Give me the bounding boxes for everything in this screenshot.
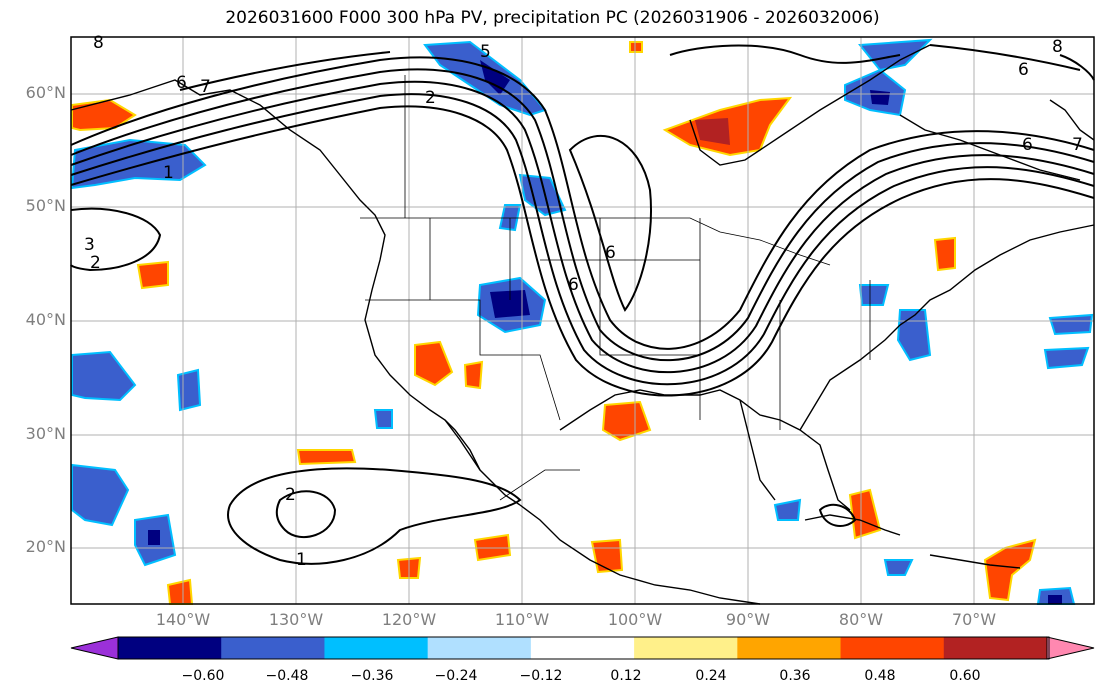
lon-label-90w: 90°W (725, 610, 771, 629)
lat-label-50n: 50°N (25, 196, 66, 215)
contour-label: 7 (1072, 135, 1083, 155)
coastlines (70, 44, 1095, 605)
lon-label-100w: 100°W (607, 610, 663, 629)
contour-label: 2 (285, 485, 296, 505)
contour-label: 2 (425, 88, 436, 108)
lon-label-130w: 130°W (268, 610, 324, 629)
contour-label: 1 (296, 550, 307, 570)
contour-label: 6 (176, 73, 187, 93)
colorbar-tick: −0.24 (434, 668, 478, 684)
lat-label-40n: 40°N (25, 310, 66, 329)
pv-contours (70, 44, 1095, 565)
political-borders (360, 75, 871, 501)
contour-label: 2 (90, 253, 101, 273)
contour-label: 7 (200, 77, 211, 97)
lon-label-120w: 120°W (381, 610, 437, 629)
contour-labels: 8 6 7 5 2 1 3 2 6 6 7 6 6 8 2 1 (84, 33, 1083, 570)
contour-label: 6 (1018, 60, 1029, 80)
contour-label: 6 (605, 243, 616, 263)
plot-title: 2026031600 F000 300 hPa PV, precipitatio… (225, 8, 880, 28)
contour-label: 1 (163, 163, 174, 183)
colorbar-tick: −0.12 (519, 668, 563, 684)
lon-label-140w: 140°W (155, 610, 211, 629)
colorbar-tick: −0.60 (181, 668, 225, 684)
precip-positive-areas (71, 41, 1037, 605)
map-frame (70, 36, 1095, 605)
lon-label-110w: 110°W (494, 610, 550, 629)
colorbar-tick: 0.24 (695, 668, 727, 684)
contour-label: 8 (1052, 37, 1063, 57)
colorbar-tick: −0.48 (265, 668, 309, 684)
colorbar-tick: 0.60 (949, 668, 981, 684)
contour-label: 3 (84, 235, 95, 255)
lat-label-60n: 60°N (25, 83, 66, 102)
contour-label: 6 (1022, 135, 1033, 155)
colorbar-tick: 0.12 (610, 668, 642, 684)
contour-label: 5 (480, 42, 491, 62)
colorbar-tick: 0.48 (864, 668, 896, 684)
colorbar-tick: −0.36 (350, 668, 394, 684)
lon-label-70w: 70°W (951, 610, 997, 629)
lat-label-20n: 20°N (25, 537, 66, 556)
lat-label-30n: 30°N (25, 424, 66, 443)
lon-label-80w: 80°W (838, 610, 884, 629)
colorbar-tick: 0.36 (779, 668, 811, 684)
contour-label: 8 (93, 33, 104, 53)
contour-label: 6 (568, 275, 579, 295)
